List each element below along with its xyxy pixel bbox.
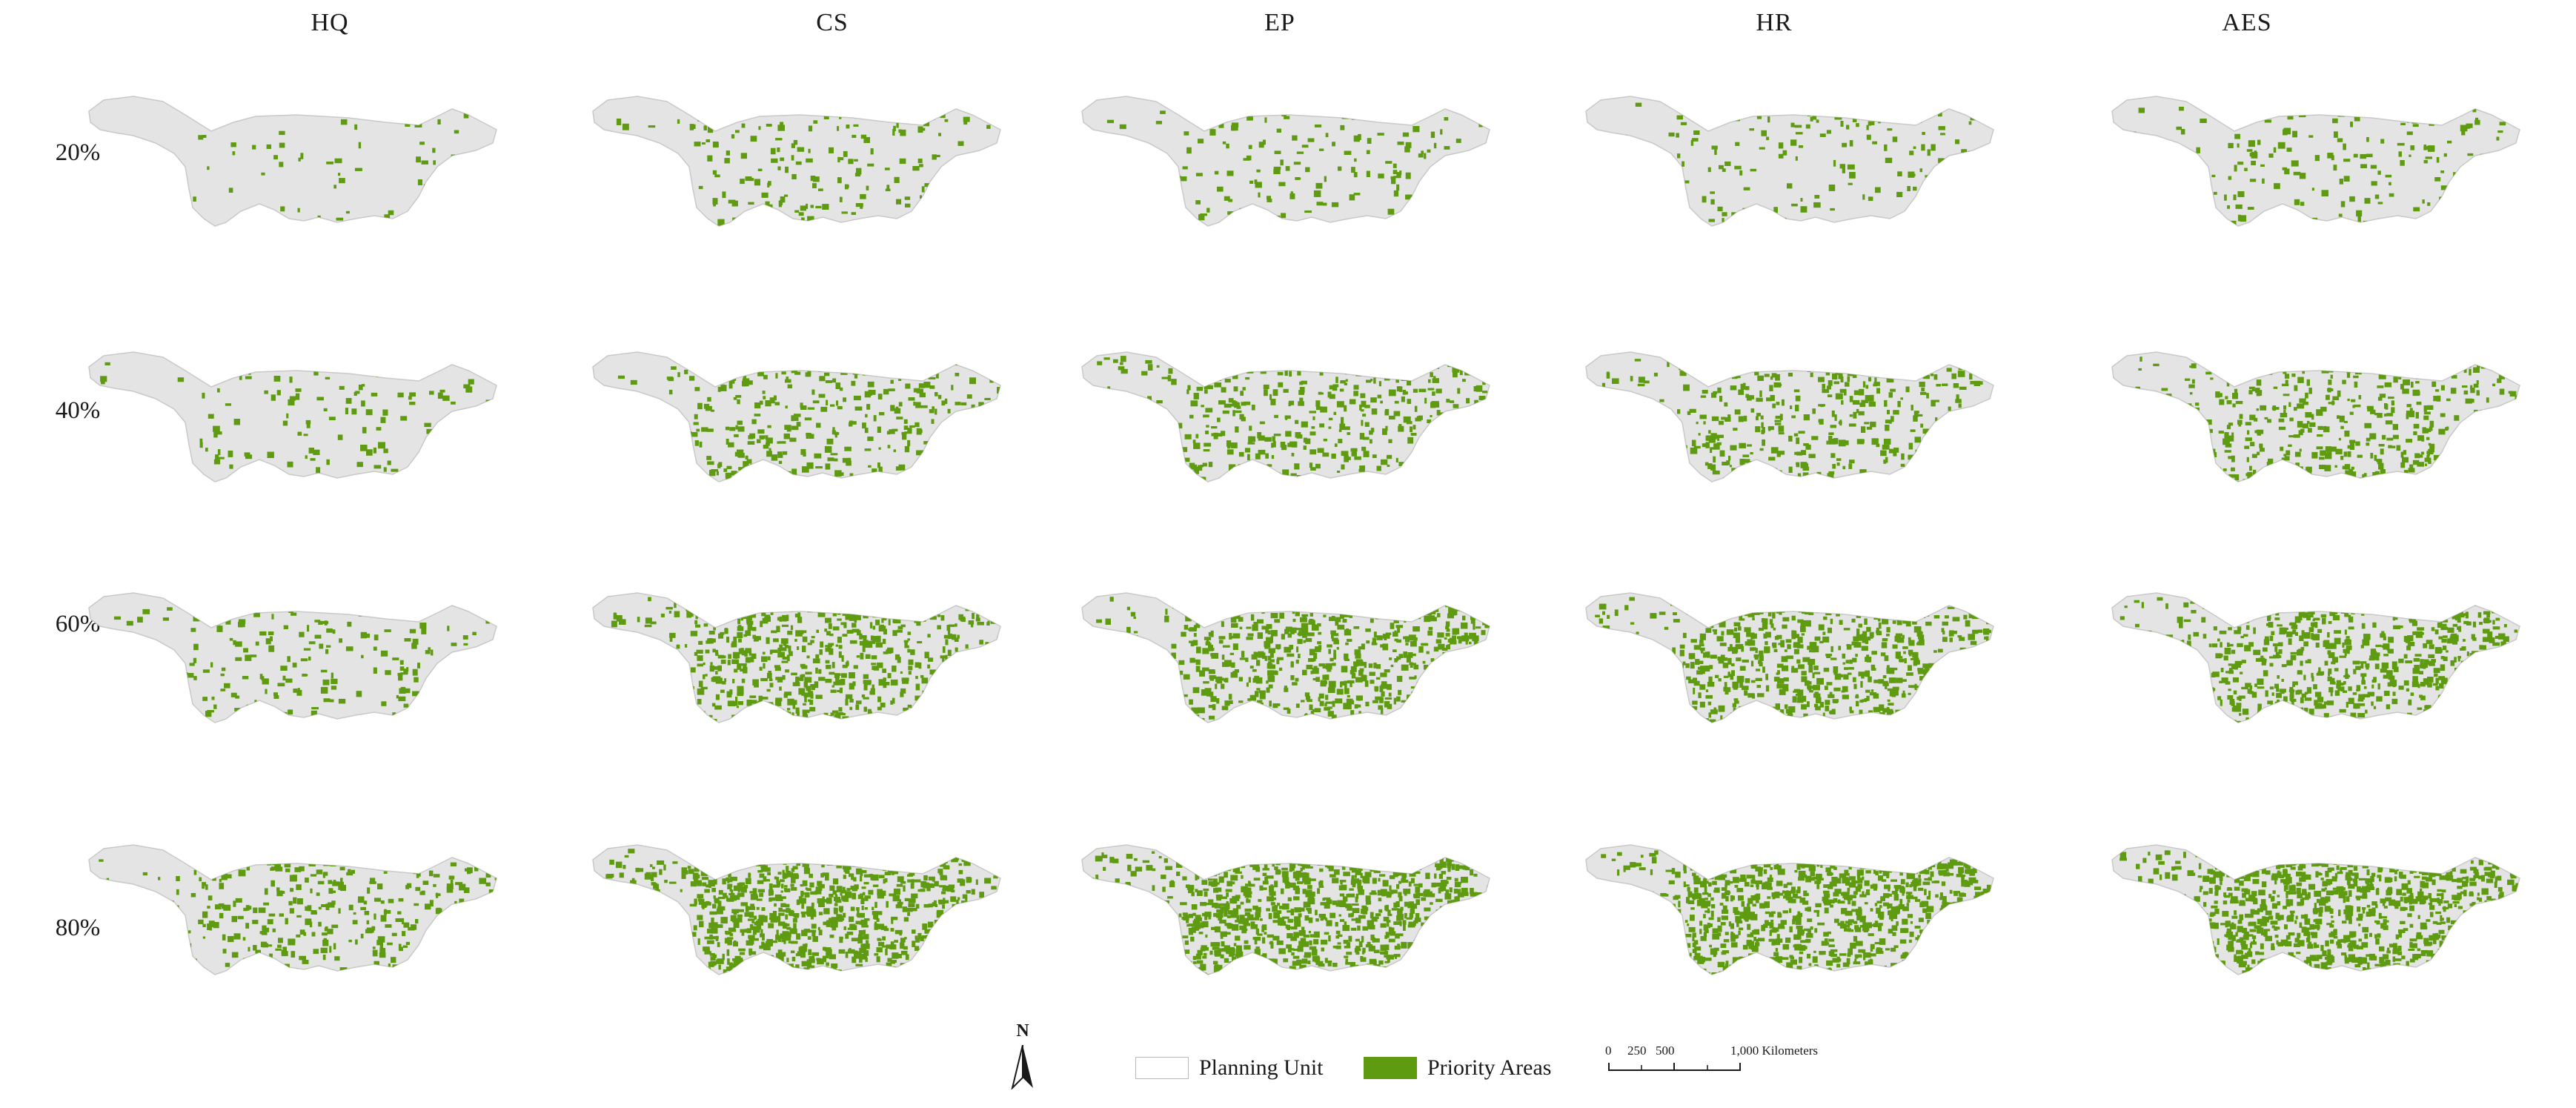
map-ep-20pct (1075, 70, 1519, 256)
planning-unit-area (1081, 592, 1490, 723)
map-hr-60pct (1579, 567, 2023, 752)
row-label-40: 40% (55, 397, 101, 424)
map-cs-80pct (585, 819, 1030, 1004)
north-arrow-icon (1011, 1045, 1033, 1089)
map-aes-60pct (2105, 567, 2549, 752)
planning-unit-area (1081, 96, 1490, 227)
map-hq-40pct (82, 326, 526, 511)
map-cs-60pct (585, 567, 1030, 752)
scale-tick-1000: 1,000 Kilometers (1730, 1044, 1819, 1058)
map-hq-20pct (82, 70, 526, 256)
planning-unit-area (88, 351, 497, 482)
column-header-ep: EP (1264, 9, 1295, 36)
map-hr-80pct (1579, 819, 2023, 1004)
map-ep-40pct (1075, 326, 1519, 511)
map-ep-80pct (1075, 819, 1519, 1004)
scale-bar: 0 250 500 1,000 Kilometers (1605, 1044, 1853, 1088)
planning-unit-area (2111, 96, 2520, 227)
map-hq-60pct (82, 567, 526, 752)
priority-areas-label: Priority Areas (1427, 1055, 1552, 1080)
map-cs-40pct (585, 326, 1030, 511)
planning-unit-area (1585, 351, 1994, 482)
column-header-hq: HQ (311, 9, 349, 36)
north-label: N (1016, 1021, 1029, 1041)
column-header-hr: HR (1756, 9, 1793, 36)
map-ep-60pct (1075, 567, 1519, 752)
row-label-80: 80% (55, 915, 101, 941)
column-header-aes: AES (2222, 9, 2272, 36)
scale-bar-graphic (1608, 1063, 1741, 1071)
planning-unit-area (1585, 96, 1994, 227)
planning-unit-swatch (1135, 1057, 1189, 1079)
priority-areas-swatch (1364, 1057, 1417, 1079)
scale-tick-250: 250 (1627, 1044, 1647, 1058)
scale-tick-500: 500 (1656, 1044, 1675, 1058)
priority-areas (2119, 597, 2520, 723)
column-header-cs: CS (816, 9, 849, 36)
map-aes-40pct (2105, 326, 2549, 511)
map-hr-40pct (1579, 326, 2023, 511)
map-hq-80pct (82, 819, 526, 1004)
planning-unit-area (88, 96, 497, 227)
scale-tick-0: 0 (1605, 1044, 1612, 1058)
map-cs-20pct (585, 70, 1030, 256)
map-aes-80pct (2105, 819, 2549, 1004)
north-arrow: N (1000, 1021, 1045, 1095)
map-hr-20pct (1579, 70, 2023, 256)
map-aes-20pct (2105, 70, 2549, 256)
planning-unit-area (592, 96, 1001, 227)
planning-unit-label: Planning Unit (1199, 1055, 1324, 1080)
row-label-20: 20% (55, 139, 101, 166)
planning-unit-area (88, 592, 497, 723)
